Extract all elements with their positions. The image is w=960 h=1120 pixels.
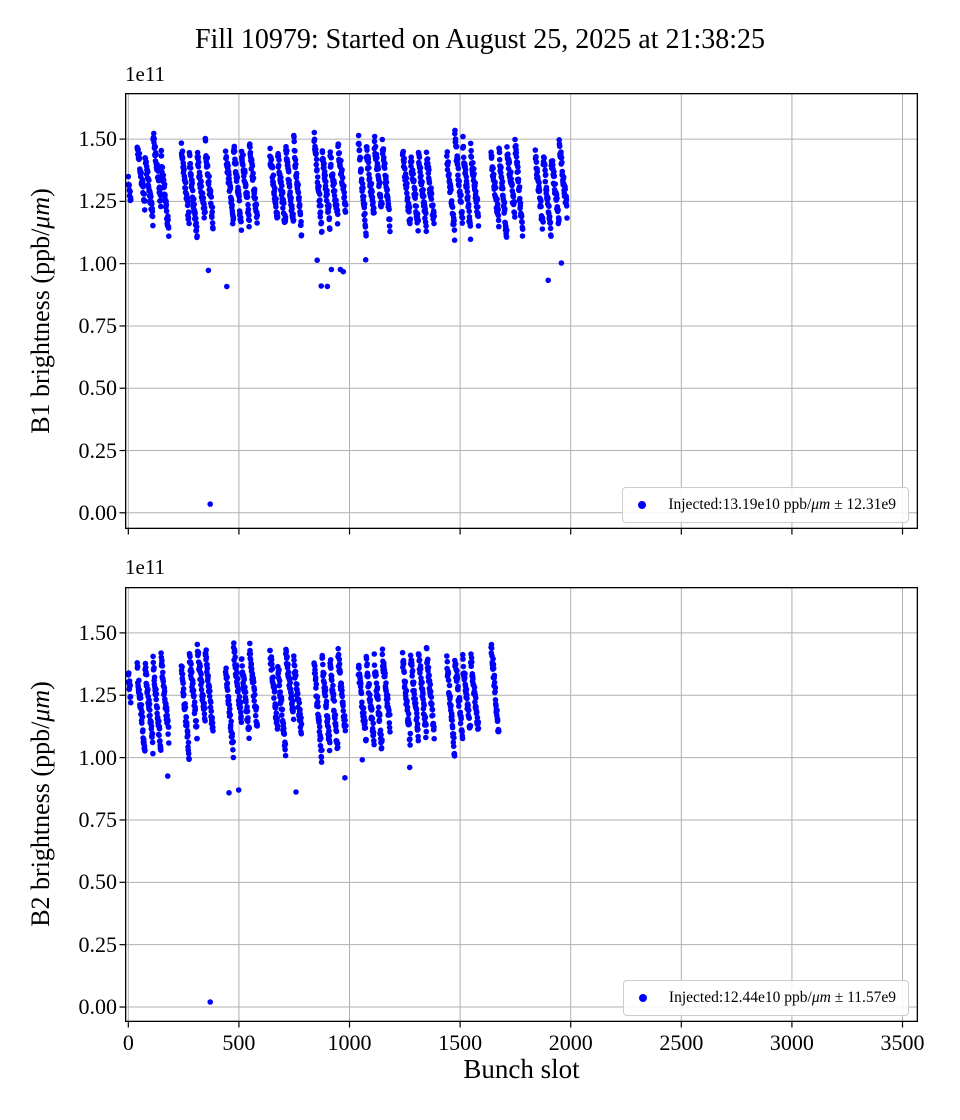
y-tick-label: 0.75	[78, 312, 118, 338]
y-tick-label: 0.75	[78, 806, 118, 832]
y-tick-label: 0.00	[78, 994, 118, 1020]
y-tick-label: 1.25	[78, 682, 118, 708]
legend-label-b2: Injected:12.44e10 ppb/μm ± 11.57e9	[668, 989, 896, 1006]
y-tick-label: 1.25	[78, 188, 118, 214]
y-tick-label: 1.50	[78, 619, 118, 645]
x-axis-label: Bunch slot	[463, 1054, 580, 1084]
subplot-b1: Injected:13.19e10 ppb/μm ± 12.31e9	[119, 92, 919, 535]
x-tick-label: 1000	[327, 1030, 372, 1055]
tick-marks	[119, 138, 904, 535]
y-tick-label: 0.50	[78, 869, 118, 895]
y-tick-label: 0.25	[78, 437, 118, 463]
legend-label-b1: Injected:13.19e10 ppb/μm ± 12.31e9	[668, 496, 896, 513]
x-tick-label: 0	[122, 1030, 134, 1055]
legend-b1: Injected:13.19e10 ppb/μm ± 12.31e9	[622, 487, 909, 523]
offset-text-b2: 1e11	[125, 555, 166, 579]
x-tick-label: 3500	[880, 1030, 925, 1055]
offset-text-b1: 1e11	[125, 62, 166, 86]
subplot-b2: Injected:12.44e10 ppb/μm ± 11.57e9	[119, 586, 919, 1028]
figure-title: Fill 10979: Started on August 25, 2025 a…	[194, 24, 766, 55]
x-tick-label: 3000	[769, 1030, 814, 1055]
x-tick-label: 2000	[548, 1030, 593, 1055]
tick-marks	[119, 632, 904, 1028]
legend-marker-icon	[638, 994, 647, 1002]
scatter-points	[125, 640, 502, 1005]
x-tick-label: 500	[222, 1030, 256, 1055]
x-tick-label: 2500	[659, 1030, 704, 1055]
y-tick-label: 0.00	[78, 499, 118, 525]
plot-frame	[124, 586, 919, 1023]
legend-b2: Injected:12.44e10 ppb/μm ± 11.57e9	[622, 980, 909, 1016]
y-tick-label: 1.00	[78, 744, 118, 770]
grid	[125, 587, 918, 1022]
x-tick-label: 1500	[438, 1030, 483, 1055]
y-tick-label: 1.50	[78, 126, 118, 152]
y-tick-label: 0.50	[78, 375, 118, 401]
y-tick-label: 1.00	[78, 250, 118, 276]
legend-marker-icon	[638, 501, 647, 509]
plot-frame	[124, 92, 919, 530]
scatter-points	[125, 127, 570, 507]
y-tick-label: 0.25	[78, 931, 118, 957]
